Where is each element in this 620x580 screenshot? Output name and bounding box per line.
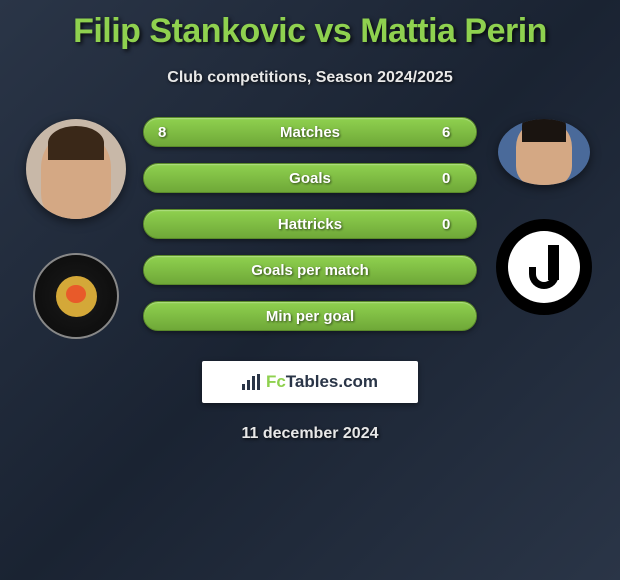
- comparison-card: Filip Stankovic vs Mattia Perin Club com…: [0, 0, 620, 455]
- left-player-column: [21, 113, 131, 339]
- stat-bar-matches: 8 Matches 6: [143, 117, 477, 147]
- main-row: 8 Matches 6 Goals 0 Hattricks 0 Goals pe…: [8, 113, 612, 339]
- page-title: Filip Stankovic vs Mattia Perin: [73, 12, 547, 51]
- brand-badge: FcTables.com: [202, 361, 418, 403]
- date-text: 11 december 2024: [242, 425, 379, 443]
- stat-right-value: 0: [442, 216, 462, 233]
- juventus-j-icon: [529, 245, 558, 289]
- brand-suffix: Tables.com: [286, 372, 378, 391]
- juventus-logo-inner: [508, 231, 581, 304]
- player2-club-logo: [496, 219, 592, 315]
- bar-chart-icon: [242, 374, 262, 390]
- stat-label: Matches: [280, 124, 340, 141]
- right-player-column: [489, 113, 599, 315]
- player2-photo: [498, 119, 590, 185]
- player1-photo: [26, 119, 126, 219]
- stat-label: Goals: [289, 170, 331, 187]
- stat-label: Hattricks: [278, 216, 342, 233]
- stat-label: Min per goal: [266, 308, 354, 325]
- stat-bar-goals: Goals 0: [143, 163, 477, 193]
- stat-left-value: 8: [158, 124, 178, 141]
- stat-label: Goals per match: [251, 262, 369, 279]
- brand-prefix: Fc: [266, 372, 286, 391]
- stat-bar-hattricks: Hattricks 0: [143, 209, 477, 239]
- stat-bar-gpm: Goals per match: [143, 255, 477, 285]
- stat-right-value: 0: [442, 170, 462, 187]
- face-icon: [41, 134, 111, 219]
- brand-text: FcTables.com: [266, 372, 378, 392]
- subtitle: Club competitions, Season 2024/2025: [167, 69, 452, 87]
- stat-right-value: 6: [442, 124, 462, 141]
- player1-club-logo: [33, 253, 119, 339]
- stat-bars: 8 Matches 6 Goals 0 Hattricks 0 Goals pe…: [143, 113, 477, 331]
- stat-bar-mpg: Min per goal: [143, 301, 477, 331]
- face-icon: [516, 122, 571, 185]
